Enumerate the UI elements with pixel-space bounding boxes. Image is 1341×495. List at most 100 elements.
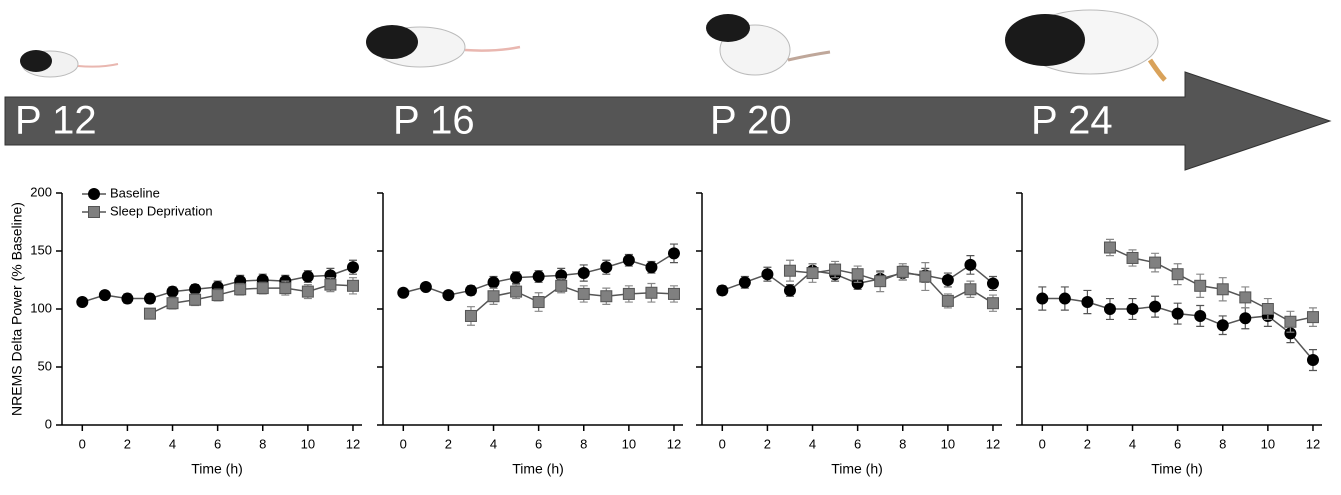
x-tick-label: 12	[346, 436, 360, 451]
data-point	[1126, 303, 1139, 315]
data-point	[1239, 312, 1252, 325]
x-tick-label: 6	[214, 436, 221, 451]
data-point	[301, 285, 314, 298]
series-line	[789, 268, 994, 304]
data-point	[166, 285, 179, 298]
data-point	[189, 283, 202, 296]
data-point	[667, 247, 680, 260]
data-point	[324, 269, 337, 282]
x-tick-label: 0	[79, 436, 86, 451]
data-point	[166, 297, 179, 310]
data-point	[1194, 279, 1207, 292]
data-point	[1149, 256, 1162, 269]
legend-marker	[88, 188, 100, 200]
series-line	[470, 284, 675, 317]
data-point	[622, 287, 635, 300]
data-point	[738, 276, 751, 289]
data-point	[98, 289, 111, 302]
legend-marker	[88, 206, 100, 218]
x-tick-label: 2	[445, 436, 452, 451]
data-point	[896, 265, 909, 278]
data-point	[1171, 268, 1184, 281]
data-point	[964, 258, 977, 271]
data-point	[211, 289, 224, 302]
data-point	[346, 279, 359, 292]
data-point	[324, 278, 337, 291]
data-point	[1058, 292, 1071, 305]
data-point	[279, 282, 292, 295]
y-tick-label: 100	[30, 300, 52, 315]
data-point	[510, 271, 523, 284]
data-point	[442, 289, 455, 302]
x-tick-label: 12	[1306, 436, 1320, 451]
data-point	[1126, 251, 1139, 264]
data-point	[346, 261, 359, 274]
x-axis-label: Time (h)	[512, 461, 564, 477]
data-point	[1306, 311, 1319, 324]
y-tick-label: 150	[30, 242, 52, 257]
x-tick-label: 2	[1084, 436, 1091, 451]
data-point	[986, 297, 999, 310]
data-point	[1261, 303, 1274, 315]
x-tick-label: 6	[535, 436, 542, 451]
x-tick-label: 12	[986, 436, 1000, 451]
data-point	[256, 282, 269, 295]
data-point	[986, 277, 999, 290]
x-tick-label: 0	[1039, 436, 1046, 451]
x-tick-label: 10	[1261, 436, 1275, 451]
data-point	[1036, 292, 1049, 305]
data-point	[532, 296, 545, 309]
data-point	[600, 261, 613, 274]
stage-label: P 12	[15, 99, 97, 143]
legend-label: Baseline	[110, 185, 160, 200]
data-point	[555, 279, 568, 292]
data-point	[1103, 303, 1116, 315]
data-point	[397, 286, 410, 299]
data-point	[1171, 307, 1184, 320]
data-point	[301, 270, 314, 283]
data-point	[829, 263, 842, 276]
data-point	[645, 261, 658, 274]
legend-label: Sleep Deprivation	[110, 203, 213, 218]
x-tick-label: 4	[1129, 436, 1136, 451]
x-tick-label: 8	[259, 436, 266, 451]
data-point	[941, 294, 954, 307]
data-point	[716, 284, 729, 297]
stage-label: P 24	[1031, 99, 1113, 143]
data-point	[761, 268, 774, 281]
x-tick-label: 8	[1219, 436, 1226, 451]
data-point	[1239, 291, 1252, 304]
data-point	[1216, 319, 1229, 332]
data-point	[121, 292, 134, 305]
y-axis-label: NREMS Delta Power (% Baseline)	[9, 202, 25, 416]
data-point	[851, 277, 864, 290]
y-tick-label: 0	[45, 416, 52, 431]
y-tick-label: 50	[38, 358, 52, 373]
data-point	[1194, 309, 1207, 322]
data-point	[577, 267, 590, 280]
data-point	[1284, 315, 1297, 328]
x-tick-label: 12	[667, 436, 681, 451]
x-tick-label: 2	[124, 436, 131, 451]
data-point	[622, 254, 635, 267]
x-axis-label: Time (h)	[1151, 461, 1203, 477]
data-point	[76, 296, 89, 309]
data-point	[1103, 241, 1116, 254]
data-point	[806, 267, 819, 280]
data-point	[1149, 300, 1162, 313]
data-point	[919, 270, 932, 283]
data-point	[143, 292, 156, 305]
stage-label: P 20	[710, 99, 792, 143]
x-tick-label: 8	[899, 436, 906, 451]
x-tick-label: 0	[719, 436, 726, 451]
x-tick-label: 4	[169, 436, 176, 451]
x-tick-label: 6	[854, 436, 861, 451]
x-tick-label: 4	[809, 436, 816, 451]
data-point	[510, 285, 523, 298]
y-tick-label: 200	[30, 184, 52, 199]
data-point	[189, 293, 202, 306]
data-point	[783, 284, 796, 297]
x-tick-label: 2	[764, 436, 771, 451]
data-point	[532, 270, 545, 283]
